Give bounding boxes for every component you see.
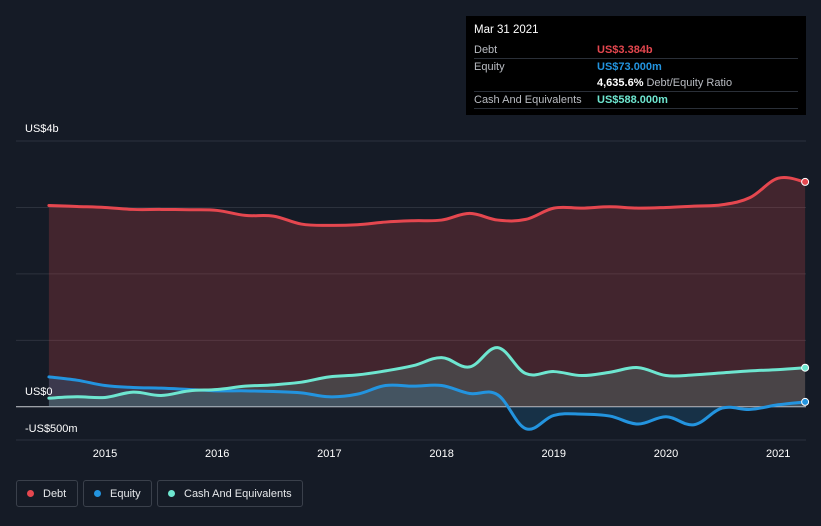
legend-dot-icon (27, 490, 34, 497)
tooltip-panel: Mar 31 2021 Debt US$3.384b Equity US$73.… (466, 16, 806, 115)
tooltip-row-debt: Debt US$3.384b (474, 42, 798, 58)
end-marker-debt (801, 177, 810, 186)
tooltip-label: Cash And Equivalents (474, 94, 582, 106)
x-tick-label-2015: 2015 (93, 448, 117, 460)
y-tick-label-bottom: -US$500m (25, 423, 78, 435)
tooltip-label: Debt (474, 44, 498, 56)
legend-dot-icon (168, 490, 175, 497)
legend-dot-icon (94, 490, 101, 497)
series-areas (48, 177, 806, 430)
legend-label: Equity (110, 487, 141, 500)
legend-item-debt[interactable]: Debt (16, 480, 78, 507)
series-line-equity (47, 375, 807, 431)
legend-label: Debt (43, 487, 67, 500)
x-tick-label-2021: 2021 (766, 448, 790, 460)
x-tick-label-2019: 2019 (542, 448, 566, 460)
grid-lines (16, 140, 806, 441)
x-tick-labels: 2015 2016 2017 2018 2019 2020 2021 (93, 448, 791, 460)
x-tick-label-2016: 2016 (205, 448, 229, 460)
legend-label: Cash And Equivalents (184, 487, 292, 500)
tooltip-row-equity: Equity US$73.000m (474, 58, 798, 75)
tooltip-label: Equity (474, 61, 505, 73)
end-marker-cash-and-equivalents (801, 363, 810, 372)
series-line-cash-and-equivalents (47, 346, 807, 400)
tooltip-ratio-label: Debt/Equity Ratio (646, 77, 733, 89)
tooltip-row-cash: Cash And Equivalents US$588.000m (474, 91, 798, 109)
tooltip-value: US$588.000m (597, 94, 668, 106)
x-tick-label-2017: 2017 (317, 448, 341, 460)
area-debt (48, 177, 806, 407)
tooltip-value: 4,635.6% (597, 77, 644, 89)
y-tick-label-top: US$4b (25, 123, 59, 135)
legend-item-equity[interactable]: Equity (83, 480, 152, 507)
y-tick-label-zero: US$0 (25, 386, 53, 398)
series-lines (47, 176, 807, 431)
x-tick-label-2018: 2018 (429, 448, 453, 460)
end-marker-equity (801, 397, 810, 406)
tooltip-row-ratio: 4,635.6% Debt/Equity Ratio (474, 75, 798, 91)
series-line-debt (47, 176, 807, 227)
tooltip-value: US$3.384b (597, 44, 653, 56)
end-markers (801, 177, 810, 406)
legend-item-cash[interactable]: Cash And Equivalents (157, 480, 303, 507)
tooltip-date: Mar 31 2021 (474, 24, 539, 36)
x-tick-label-2020: 2020 (654, 448, 678, 460)
tooltip-value: US$73.000m (597, 61, 662, 73)
